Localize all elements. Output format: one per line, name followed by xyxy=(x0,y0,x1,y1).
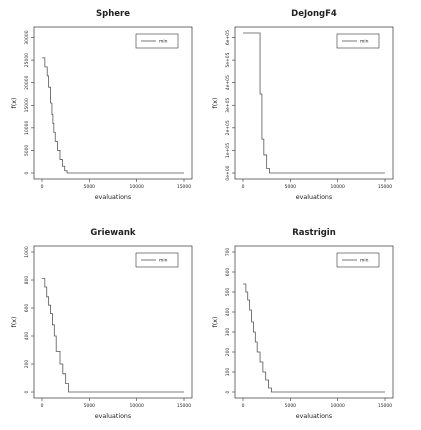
y-tick-label: 1e+05 xyxy=(225,143,231,158)
y-tick-label: 2e+05 xyxy=(225,120,231,135)
legend-label: min xyxy=(159,258,168,264)
x-tick-label: 5000 xyxy=(285,184,297,190)
y-tick-label: 700 xyxy=(225,248,231,257)
y-axis-label: f(x) xyxy=(212,98,219,109)
y-tick-label: 400 xyxy=(24,332,30,341)
x-tick-label: 10000 xyxy=(331,184,345,190)
x-axis-label: evaluations xyxy=(95,194,131,201)
x-axis-label: evaluations xyxy=(95,413,131,420)
x-tick-label: 15000 xyxy=(378,403,392,409)
chart-panel-2: DeJongF4 0 5000 10000 15000 0e+00 1e+05 2e+05 3e… xyxy=(212,9,394,201)
plot-frame xyxy=(33,26,193,180)
legend-box xyxy=(336,252,380,268)
plot-frame xyxy=(33,245,193,399)
x-tick-label: 10000 xyxy=(331,403,345,409)
chart-title: Rastrigin xyxy=(292,228,336,238)
y-tick-label: 6e+05 xyxy=(225,30,231,45)
x-tick-label: 5000 xyxy=(84,184,96,190)
plot-frame xyxy=(234,245,394,399)
x-tick-label: 0 xyxy=(242,184,245,190)
y-tick-label: 10000 xyxy=(24,121,30,135)
y-tick-label: 1000 xyxy=(24,246,30,258)
x-tick-label: 10000 xyxy=(130,184,144,190)
x-tick-label: 15000 xyxy=(177,403,191,409)
x-tick-label: 15000 xyxy=(378,184,392,190)
y-tick-label: 0 xyxy=(24,390,30,393)
y-tick-label: 600 xyxy=(225,268,231,277)
x-tick-label: 5000 xyxy=(285,403,297,409)
series-line-min xyxy=(243,32,385,174)
y-axis-label: f(x) xyxy=(11,98,18,109)
legend-label: min xyxy=(360,39,369,45)
y-tick-label: 30000 xyxy=(24,30,30,44)
x-tick-label: 0 xyxy=(41,403,44,409)
x-tick-label: 0 xyxy=(41,184,44,190)
chart-title: Sphere xyxy=(96,9,130,19)
legend-label: min xyxy=(159,39,168,45)
y-tick-label: 15000 xyxy=(24,98,30,112)
x-tick-label: 15000 xyxy=(177,184,191,190)
legend-box xyxy=(135,33,179,49)
x-tick-label: 0 xyxy=(242,403,245,409)
y-axis-label: f(x) xyxy=(11,317,18,328)
chart-panel-1: Sphere 0 5000 10000 15000 0 5000 10000 15000 2000… xyxy=(11,9,193,201)
chart-title: DeJongF4 xyxy=(291,9,337,19)
y-tick-label: 500 xyxy=(225,288,231,297)
y-tick-label: 800 xyxy=(24,276,30,285)
legend-box xyxy=(336,33,380,49)
y-tick-label: 25000 xyxy=(24,53,30,67)
y-tick-label: 0 xyxy=(24,171,30,174)
y-tick-label: 5000 xyxy=(24,145,30,157)
series-line-min xyxy=(42,278,184,393)
legend-box xyxy=(135,252,179,268)
x-tick-label: 10000 xyxy=(130,403,144,409)
y-tick-label: 0 xyxy=(225,390,231,393)
plot-frame xyxy=(234,26,394,180)
chart-panel-4: Rastrigin 0 5000 10000 15000 0 100 200 300 400 500… xyxy=(212,228,394,420)
y-tick-label: 0e+00 xyxy=(225,165,231,180)
chart-panel-3: Griewank 0 5000 10000 15000 0 200 400 600 800 1000… xyxy=(11,228,193,420)
y-tick-label: 20000 xyxy=(24,75,30,89)
y-tick-label: 600 xyxy=(24,304,30,313)
y-tick-label: 200 xyxy=(225,348,231,357)
y-tick-label: 300 xyxy=(225,328,231,337)
series-line-min xyxy=(243,283,385,393)
legend-label: min xyxy=(360,258,369,264)
y-tick-label: 100 xyxy=(225,368,231,377)
y-tick-label: 3e+05 xyxy=(225,98,231,113)
x-tick-label: 5000 xyxy=(84,403,96,409)
y-tick-label: 4e+05 xyxy=(225,75,231,90)
series-line-min xyxy=(42,57,184,174)
y-tick-label: 5e+05 xyxy=(225,52,231,67)
chart-title: Griewank xyxy=(90,228,135,238)
x-axis-label: evaluations xyxy=(296,194,332,201)
y-tick-label: 400 xyxy=(225,308,231,317)
x-axis-label: evaluations xyxy=(296,413,332,420)
y-tick-label: 200 xyxy=(24,360,30,369)
y-axis-label: f(x) xyxy=(212,317,219,328)
